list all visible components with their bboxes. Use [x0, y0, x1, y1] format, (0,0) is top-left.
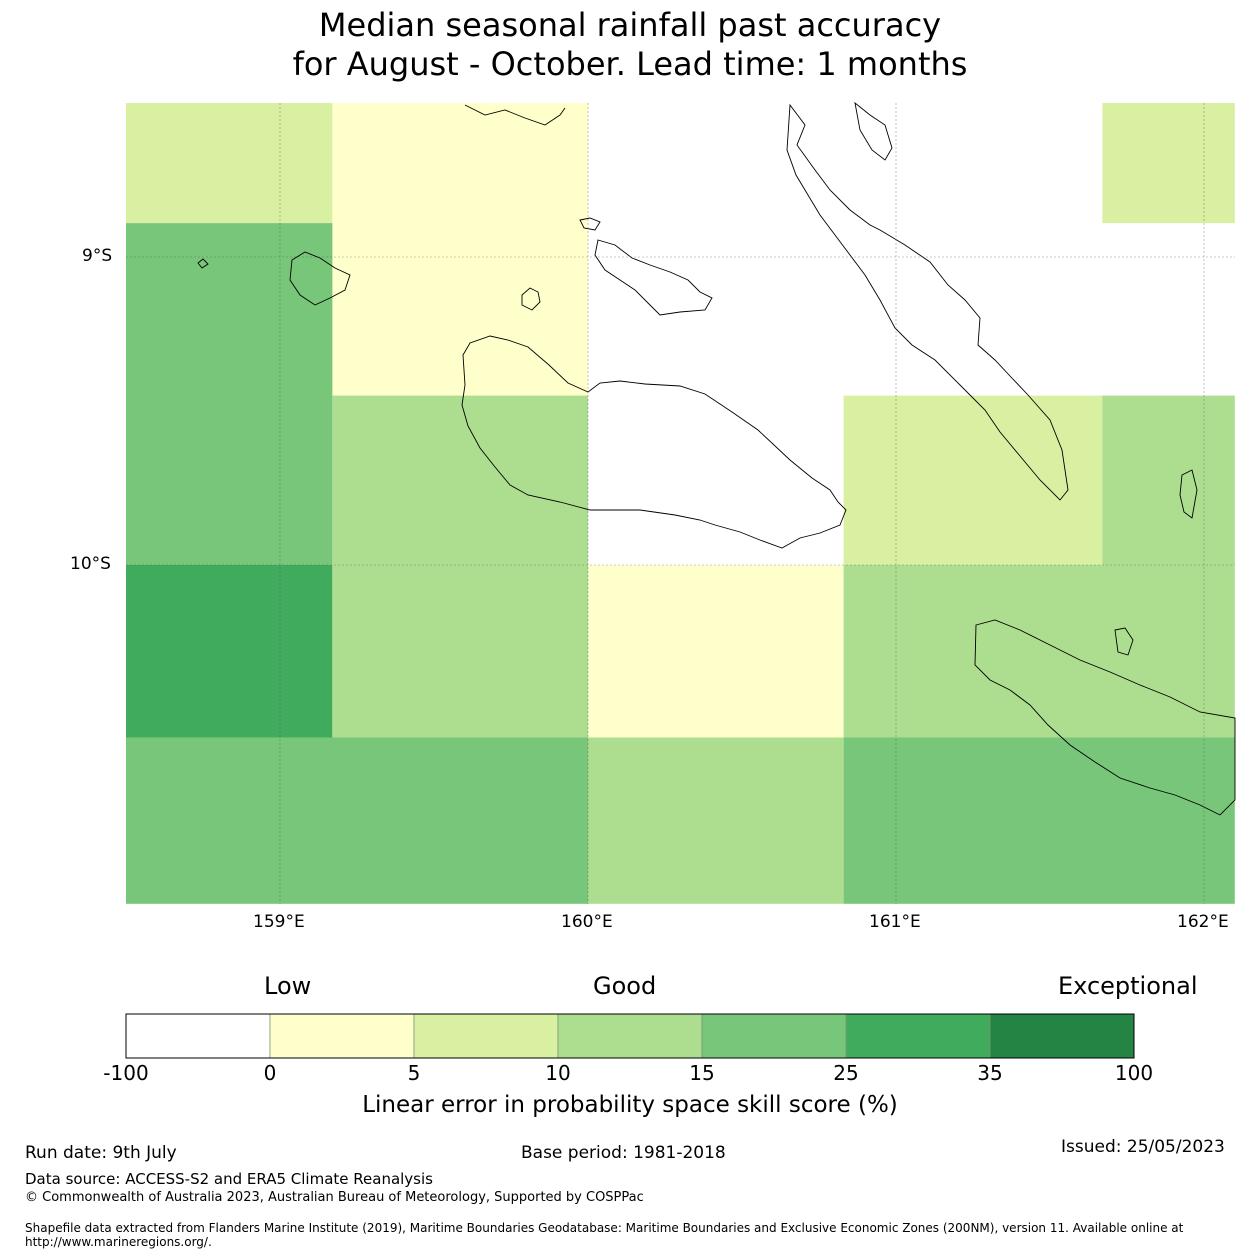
grid-cell — [843, 565, 1235, 738]
grid-cell — [332, 103, 588, 396]
run-date: Run date: 9th July — [25, 1143, 177, 1163]
colorbar-tick: 25 — [833, 1061, 859, 1085]
lat-label-10s: 10°S — [70, 554, 111, 574]
coastline-savo — [521, 287, 541, 311]
colorbar-swatch — [989, 1013, 1135, 1059]
lon-label-159e: 159°E — [253, 912, 305, 932]
grid-cell — [332, 395, 588, 565]
colorbar-tick: 15 — [689, 1061, 715, 1085]
grid-cell — [126, 223, 333, 565]
colorbar-tick: 5 — [407, 1061, 421, 1085]
colorbar-swatch — [845, 1013, 991, 1059]
lat-label-9s: 9°S — [82, 246, 113, 266]
colorbar-frame — [125, 1013, 1135, 1059]
colorbar-tick: -100 — [103, 1061, 149, 1085]
colorbar-swatch — [557, 1013, 703, 1059]
lon-label-161e: 161°E — [869, 912, 921, 932]
coastline-ulawa — [1114, 627, 1134, 656]
coastline-guadalcanal — [461, 335, 847, 549]
grid-cell — [843, 737, 1235, 904]
grid-cell — [126, 565, 333, 738]
colorbar-swatch — [413, 1013, 559, 1059]
shapefile-credit: Shapefile data extracted from Flanders M… — [25, 1221, 1184, 1249]
coastline-east-islet — [1179, 469, 1198, 519]
coastline-russell-islands — [289, 251, 351, 306]
colorbar-swatch — [269, 1013, 415, 1059]
chart-title-line-1: Median seasonal rainfall past accuracy — [318, 6, 942, 44]
coastline-small-islet-2 — [579, 217, 601, 231]
colorbar-swatch — [125, 1013, 271, 1059]
colorbar-tick: 35 — [977, 1061, 1003, 1085]
grid-cell — [126, 737, 588, 904]
colorbar-tick: 10 — [545, 1061, 571, 1085]
grid-cell — [588, 737, 844, 904]
coastline-small-islet-1 — [197, 258, 209, 269]
issued-date: Issued: 25/05/2023 — [1061, 1137, 1225, 1157]
chart-title-line-2: for August - October. Lead time: 1 month… — [292, 45, 968, 83]
colorbar-title: Linear error in probability space skill … — [362, 1092, 898, 1118]
grid-cell — [332, 565, 588, 738]
skill-grid — [126, 103, 1235, 904]
coastline-malaita — [786, 103, 1069, 501]
colorbar-category-good: Good — [593, 972, 657, 1000]
coastline-florida-islands — [594, 239, 713, 316]
coastlines — [197, 101, 1236, 816]
colorbar-tick: 0 — [263, 1061, 277, 1085]
copyright: © Commonwealth of Australia 2023, Austra… — [25, 1190, 644, 1205]
coastline-makira — [974, 619, 1236, 816]
colorbar-category-exceptional: Exceptional — [1058, 972, 1198, 1000]
data-source: Data source: ACCESS-S2 and ERA5 Climate … — [25, 1170, 433, 1188]
colorbar-swatch — [701, 1013, 847, 1059]
base-period: Base period: 1981-2018 — [521, 1143, 726, 1163]
coastline-malaita-north — [854, 101, 893, 161]
grid-cell — [126, 103, 333, 224]
grid-cell — [1102, 103, 1235, 224]
lon-label-162e: 162°E — [1177, 912, 1229, 932]
colorbar-tick: 100 — [1114, 1061, 1154, 1085]
coastline-north-fragment — [464, 104, 566, 126]
graticule — [126, 103, 1235, 904]
lon-label-160e: 160°E — [561, 912, 613, 932]
grid-cell — [588, 565, 844, 738]
colorbar-category-low: Low — [264, 972, 312, 1000]
grid-cell — [843, 395, 1103, 565]
grid-cell — [1102, 395, 1235, 565]
colorbar — [125, 1013, 1135, 1059]
